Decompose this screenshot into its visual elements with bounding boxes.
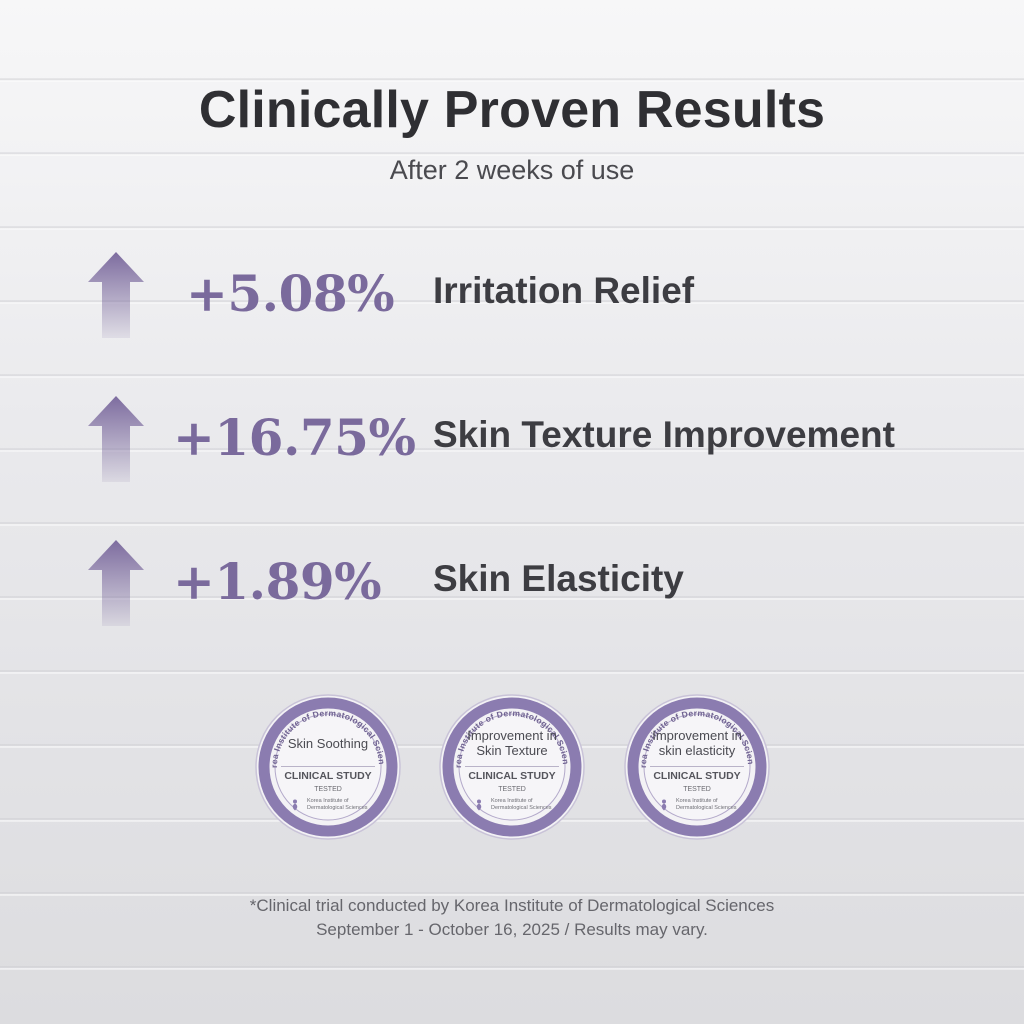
badge-divider [281,766,375,767]
result-label: Irritation Relief [433,270,695,311]
badge-seal: Korea Institute of Dermatological Scienc… [437,692,585,840]
badge-skin-texture: Korea Institute of Dermatological Scienc… [437,692,587,842]
up-arrow-icon [88,540,144,626]
result-label: Skin Texture Improvement [433,414,895,455]
result-row-irritation: +5.08% Irritation Relief [0,250,1024,350]
result-row-texture: +16.75% Skin Texture Improvement [0,394,1024,494]
badge-tested-label: TESTED [498,786,526,793]
footnote-line-2: September 1 - October 16, 2025 / Results… [316,920,708,939]
result-label: Skin Elasticity [433,558,684,599]
badge-divider [465,766,559,767]
page-subtitle: After 2 weeks of use [389,155,635,185]
badge-institute: Korea Institute of Dermatological Scienc… [307,798,368,811]
badge-tested-label: TESTED [314,786,342,793]
institute-logo-icon [476,799,482,811]
badge-content: Improvement in skin elasticity CLINICAL … [644,714,750,820]
institute-logo-icon [292,799,298,811]
result-value: +1.89% [173,552,382,611]
result-value: +16.75% [173,408,416,467]
badge-skin-soothing: Korea Institute of Dermatological Scienc… [253,692,403,842]
result-row-elasticity: +1.89% Skin Elasticity [0,538,1024,638]
badge-divider [650,766,744,767]
badge-skin-elasticity: Korea Institute of Dermatological Scienc… [622,692,772,842]
badge-institute: Korea Institute of Dermatological Scienc… [676,798,737,811]
result-value: +5.08% [186,264,395,323]
up-arrow-icon [88,252,144,338]
badge-headline: Skin Soothing [287,736,369,751]
badge-tested-label: TESTED [683,786,711,793]
badge-study-label: CLINICAL STUDY [468,770,556,782]
badge-headline: Improvement in Skin Texture [467,728,557,758]
footnote-line-1: *Clinical trial conducted by Korea Insti… [249,896,775,915]
page-title: Clinically Proven Results [198,81,826,139]
badge-seal: Korea Institute of Dermatological Scienc… [622,692,770,840]
badge-study-label: CLINICAL STUDY [653,770,741,782]
badge-content: Improvement in Skin Texture CLINICAL STU… [459,714,565,820]
institute-logo-icon [661,799,667,811]
badge-study-label: CLINICAL STUDY [284,770,372,782]
badge-content: Skin Soothing CLINICAL STUDY TESTED Kore… [275,714,381,820]
badge-seal: Korea Institute of Dermatological Scienc… [253,692,401,840]
up-arrow-icon [88,396,144,482]
badge-headline: Improvement in skin elasticity [652,728,742,758]
badge-institute: Korea Institute of Dermatological Scienc… [491,798,552,811]
